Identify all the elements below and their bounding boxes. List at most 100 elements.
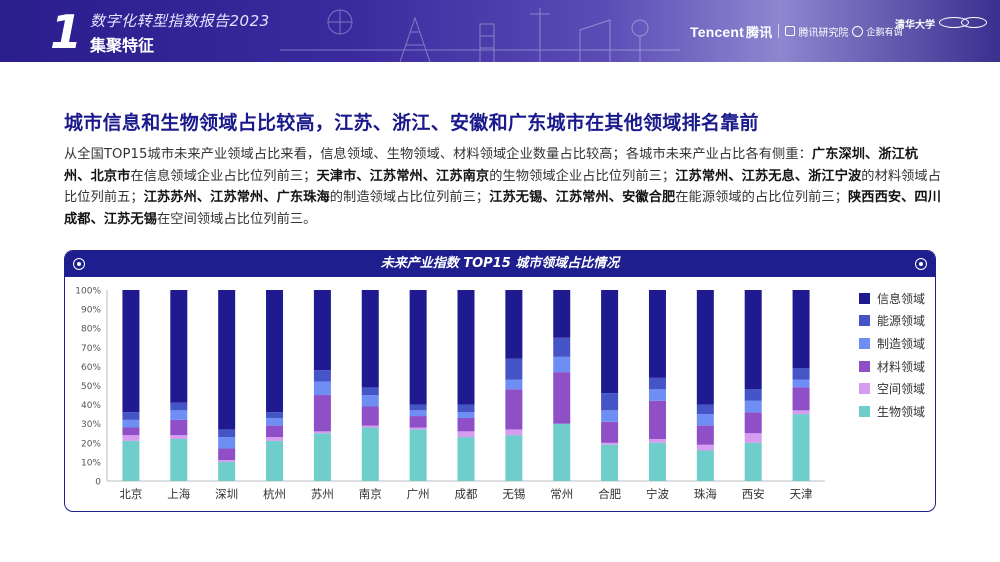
body-paragraph: 从全国TOP15城市未来产业领域占比来看，信息领域、生物领域、材料领域企业数量占… — [64, 144, 944, 230]
bar-segment-常州-制造领域 — [553, 356, 571, 373]
legend-item: 制造领域 — [859, 332, 925, 355]
x-tick-label: 常州 — [550, 487, 573, 501]
y-tick-label: 30% — [81, 420, 101, 430]
bar-segment-珠海-能源领域 — [696, 404, 714, 415]
bar-segment-北京-能源领域 — [122, 412, 140, 420]
bar-segment-珠海-空间领域 — [696, 444, 714, 451]
qie-logo: 企鹅有调 — [852, 25, 902, 38]
legend-item: 能源领域 — [859, 310, 925, 333]
bar-segment-杭州-材料领域 — [266, 425, 284, 438]
bar-segment-合肥-信息领域 — [601, 290, 619, 394]
bar-segment-深圳-材料领域 — [218, 448, 236, 460]
body-text-segment: 在空间领域占比位列前三。 — [157, 211, 317, 227]
x-tick-label: 合肥 — [598, 487, 621, 501]
bar-segment-深圳-能源领域 — [218, 429, 236, 438]
bar-segment-合肥-生物领域 — [601, 444, 619, 481]
bar-segment-广州-制造领域 — [409, 410, 427, 417]
bar-segment-合肥-材料领域 — [601, 421, 619, 443]
banner-decoration — [280, 8, 680, 62]
bar-segment-杭州-空间领域 — [266, 437, 284, 441]
tencent-logo: Tencent 腾讯 — [690, 22, 772, 41]
bar-segment-宁波-空间领域 — [648, 438, 666, 443]
bar-segment-常州-信息领域 — [553, 290, 571, 338]
bar-segment-宁波-能源领域 — [648, 377, 666, 390]
y-tick-label: 80% — [81, 325, 101, 335]
bar-segment-无锡-材料领域 — [505, 389, 523, 430]
body-text-segment: 的制造领域占比位列前三； — [329, 190, 490, 205]
bar-segment-广州-材料领域 — [409, 416, 427, 428]
bar-segment-杭州-信息领域 — [266, 290, 284, 413]
body-text-segment: 的材料领域占比位列前五； — [64, 168, 942, 206]
bar-segment-西安-生物领域 — [744, 442, 762, 481]
legend-swatch — [859, 315, 870, 327]
bar-segment-常州-能源领域 — [553, 337, 571, 357]
bar-segment-珠海-材料领域 — [696, 425, 714, 445]
body-highlight: 江苏苏州、江苏常州、广东珠海 — [143, 190, 330, 205]
bar-segment-成都-制造领域 — [457, 412, 475, 418]
bar-segment-无锡-制造领域 — [505, 379, 523, 390]
legend-swatch — [859, 360, 870, 372]
bar-segment-成都-能源领域 — [457, 404, 475, 413]
y-tick-label: 70% — [81, 344, 101, 354]
bar-segment-深圳-制造领域 — [218, 437, 236, 449]
bar-segment-南京-制造领域 — [361, 395, 379, 407]
bar-segment-合肥-制造领域 — [601, 410, 619, 422]
legend-label: 空间领域 — [877, 382, 926, 397]
bar-segment-北京-制造领域 — [122, 419, 140, 428]
slide-headline: 城市信息和生物领域占比较高，江苏、浙江、安徽和广东城市在其他领域排名靠前 — [64, 112, 759, 134]
qie-logo-text: 企鹅有调 — [866, 26, 903, 37]
body-highlight: 江苏常州、江苏无息、浙江宁波 — [675, 168, 862, 184]
bar-segment-西安-材料领域 — [744, 412, 762, 434]
bar-segment-宁波-材料领域 — [648, 400, 666, 439]
body-highlight: 江苏无锡、江苏常州、安徽合肥 — [489, 190, 676, 205]
legend-item: 空间领域 — [859, 377, 925, 400]
bar-segment-天津-能源领域 — [792, 368, 810, 380]
bar-segment-广州-生物领域 — [409, 429, 427, 481]
header-banner: 1 数字化转型指数报告2023 集聚特征 Tencent 腾讯 腾讯研究院 企鹅有… — [0, 0, 1000, 62]
bar-segment-南京-生物领域 — [361, 427, 379, 481]
body-highlight: 广东深圳、浙江杭州、北京市 — [64, 147, 919, 184]
chart-title: 未来产业指数 TOP15 城市领域占比情况 — [380, 256, 620, 271]
x-tick-label: 南京 — [359, 487, 382, 501]
bar-segment-珠海-制造领域 — [696, 414, 714, 426]
chart-legend: 信息领域 能源领域 制造领域 材料领域 空间领域 生物领域 — [859, 287, 925, 423]
bar-segment-成都-信息领域 — [457, 290, 475, 405]
bar-segment-宁波-生物领域 — [648, 442, 666, 481]
x-tick-label: 广州 — [407, 487, 430, 501]
x-tick-label: 成都 — [455, 487, 478, 501]
body-text-segment: 的生物领域企业占比位列前三； — [489, 168, 676, 184]
y-tick-label: 50% — [81, 382, 101, 392]
legend-item: 生物领域 — [859, 400, 925, 423]
bar-segment-南京-信息领域 — [361, 290, 379, 388]
chart-panel: 未来产业指数 TOP15 城市领域占比情况 0 10% 20% 30% 40% 50% 60… — [64, 250, 936, 512]
body-text-segment: 在信息领域企业占比位列前三； — [130, 168, 317, 184]
legend-label: 生物领域 — [877, 404, 926, 419]
bar-segment-苏州-材料领域 — [313, 395, 331, 432]
bar-segment-宁波-制造领域 — [648, 389, 666, 401]
legend-label: 能源领域 — [877, 314, 926, 329]
bar-segment-天津-生物领域 — [792, 414, 810, 481]
bar-segment-西安-能源领域 — [744, 389, 762, 401]
bar-segment-无锡-能源领域 — [505, 358, 523, 380]
bar-segment-上海-材料领域 — [170, 419, 188, 436]
bar-segment-西安-信息领域 — [744, 290, 762, 390]
chart-panel-header: 未来产业指数 TOP15 城市领域占比情况 — [65, 251, 935, 277]
body-highlight: 天津市、江苏常州、江苏南京 — [316, 168, 490, 184]
bar-segment-珠海-生物领域 — [696, 450, 714, 481]
bar-segment-北京-空间领域 — [122, 435, 140, 441]
bullet-icon — [915, 258, 927, 270]
bar-segment-成都-空间领域 — [457, 431, 475, 438]
bar-segment-上海-信息领域 — [170, 290, 188, 403]
tsinghua-logo: 清华大学 — [895, 16, 993, 44]
bar-segment-广州-能源领域 — [409, 404, 427, 411]
bar-segment-广州-空间领域 — [409, 427, 427, 430]
bar-segment-南京-空间领域 — [361, 425, 379, 428]
body-text-segment: 从全国TOP15城市未来产业领域占比来看，信息领域、生物领域、材料领域企业数量占… — [64, 147, 812, 162]
tencent-research-logo: 腾讯研究院 — [785, 24, 848, 39]
bar-segment-上海-空间领域 — [170, 435, 188, 439]
bar-segment-杭州-能源领域 — [266, 412, 284, 418]
body-highlight: 陕西西安、四川成都、江苏无锡 — [64, 190, 942, 227]
bar-segment-西安-空间领域 — [744, 433, 762, 443]
x-tick-label: 天津 — [790, 487, 813, 501]
bar-segment-上海-能源领域 — [170, 402, 188, 411]
